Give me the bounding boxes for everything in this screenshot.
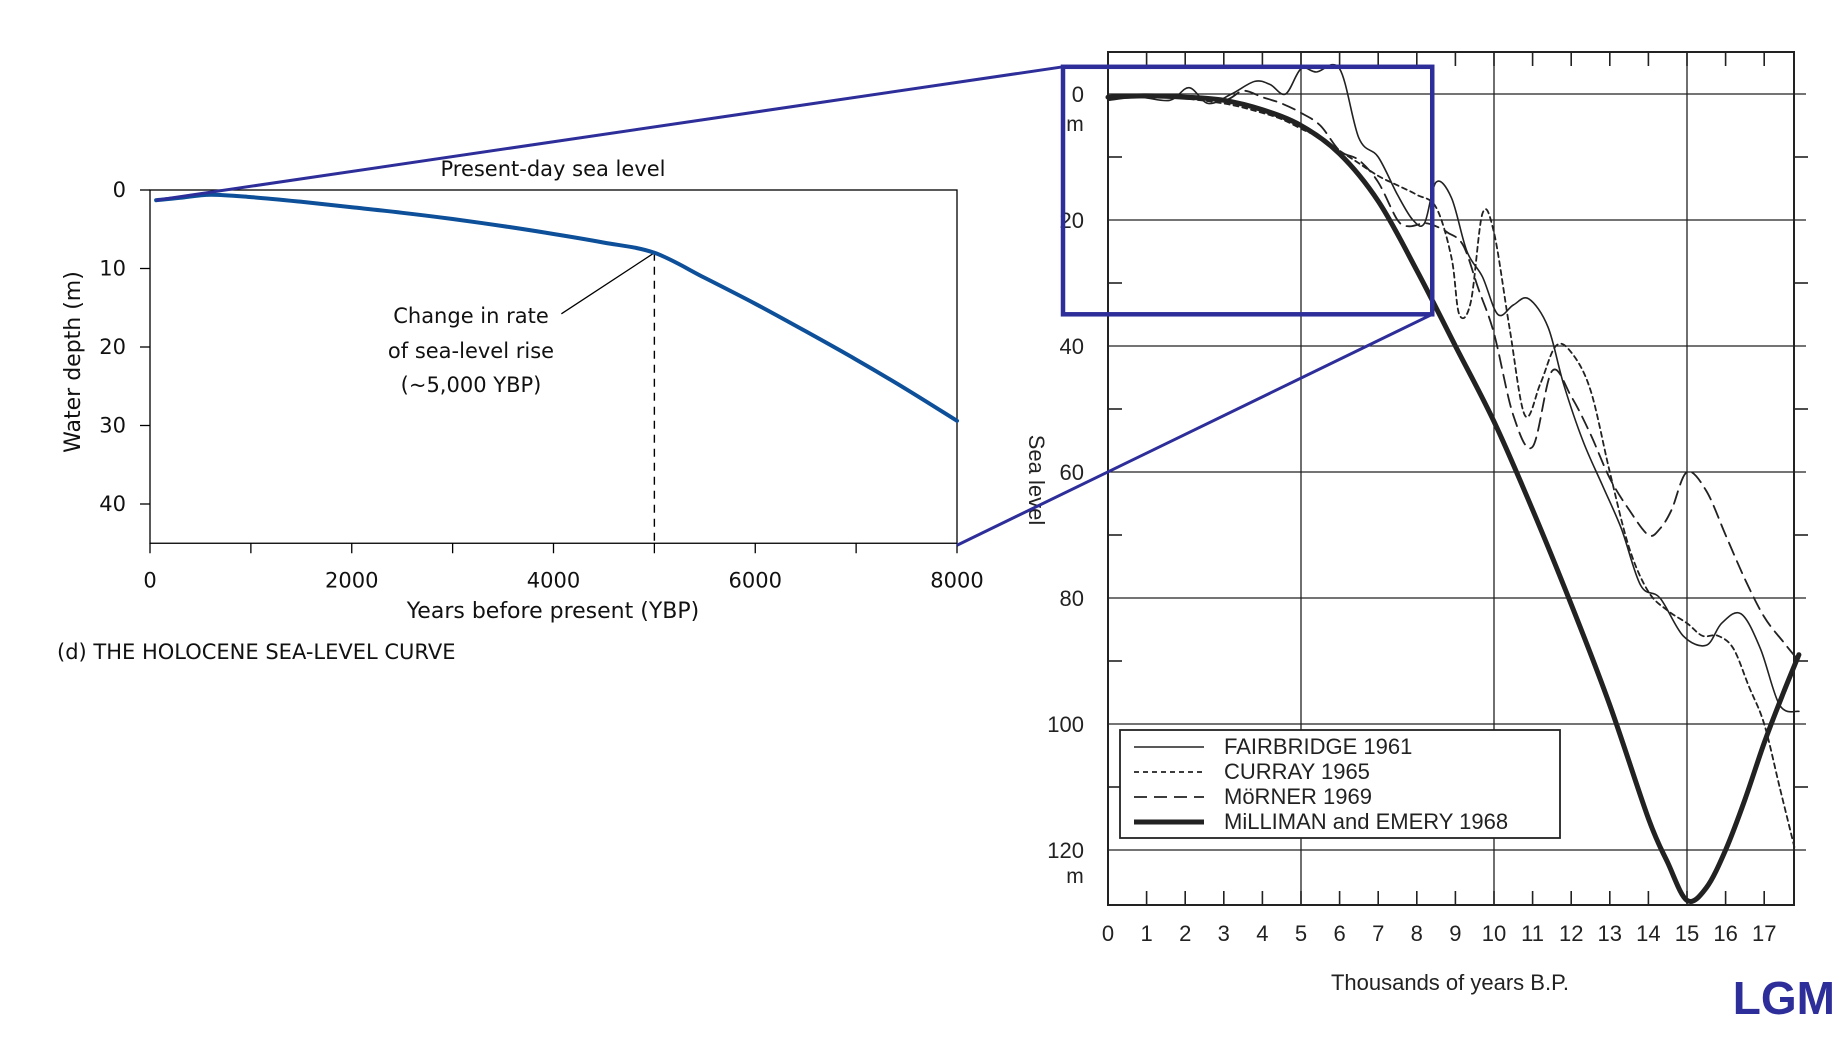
zoom-connector-top	[155, 65, 1064, 202]
rate-change-label-line-3: (~5,000 YBP)	[401, 373, 542, 397]
right-x-tick-label: 3	[1218, 921, 1230, 946]
right-x-tick-label: 4	[1256, 921, 1268, 946]
left-x-tick-label: 6000	[729, 568, 782, 592]
legend-label: FAIRBRIDGE 1961	[1224, 734, 1412, 759]
right-series-line-0	[1107, 63, 1800, 713]
right-x-tick-label: 16	[1713, 921, 1737, 946]
right-plot-frame	[1107, 51, 1795, 906]
legend-label: MöRNER 1969	[1224, 784, 1372, 809]
left-x-axis-label: Years before present (YBP)	[406, 599, 699, 624]
rate-change-label-line-2: of sea-level rise	[388, 339, 554, 363]
left-y-tick-label: 30	[99, 414, 126, 438]
lgm-label: LGM	[1733, 972, 1835, 1024]
right-x-tick-label: 5	[1295, 921, 1307, 946]
right-y-tick-label: 100	[1047, 712, 1084, 737]
right-x-tick-label: 11	[1521, 921, 1544, 946]
right-x-tick-label: 12	[1559, 921, 1583, 946]
right-y-tick-label: 120	[1047, 838, 1084, 863]
right-x-tick-label: 7	[1372, 921, 1384, 946]
right-x-tick-label: 17	[1752, 921, 1776, 946]
right-x-tick-label: 2	[1179, 921, 1191, 946]
right-x-tick-label: 14	[1636, 921, 1660, 946]
right-x-tick-label: 1	[1140, 921, 1152, 946]
right-y-tick-label: 60	[1060, 460, 1084, 485]
left-x-tick-label: 0	[143, 568, 156, 592]
left-y-axis-label: Water depth (m)	[61, 271, 86, 453]
right-series-line-3	[1105, 93, 1802, 904]
sea-level-reconstructions-chart: 0 1 2 3 4 5 6 7 8 9 10 11 12 13 14 15 16 1702040608010012…	[155, 51, 1835, 1024]
right-grid	[1108, 52, 1806, 905]
right-x-tick-label: 13	[1598, 921, 1622, 946]
right-y-tick-label: 80	[1060, 586, 1084, 611]
zoom-highlight-box	[1060, 64, 1435, 317]
right-y-tick-label: 40	[1060, 334, 1084, 359]
right-ticks: 0 1 2 3 4 5 6 7 8 9 10 11 12 13 14 15 16 1702040608010012…	[1047, 52, 1808, 946]
left-y-tick-label: 10	[99, 257, 126, 281]
left-x-ticks: 0 2000 4000 6000 8000	[143, 543, 984, 592]
left-y-ticks: 0 10 20 30 40	[99, 178, 150, 516]
right-x-tick-label: 10	[1482, 921, 1506, 946]
right-y-unit-top: m	[1066, 113, 1084, 136]
holocene-curve-line	[154, 192, 959, 423]
right-series-lines	[1105, 63, 1802, 904]
rate-change-label-line-1: Change in rate	[393, 304, 549, 328]
right-series-line-2	[1107, 89, 1800, 662]
right-x-tick-label: 8	[1411, 921, 1423, 946]
right-y-unit-bottom: m	[1066, 865, 1084, 888]
left-x-tick-label: 4000	[527, 568, 580, 592]
left-chart-caption: (d) THE HOLOCENE SEA-LEVEL CURVE	[57, 640, 456, 664]
right-x-tick-label: 15	[1675, 921, 1699, 946]
legend-label: CURRAY 1965	[1224, 759, 1370, 784]
left-y-tick-label: 20	[99, 335, 126, 359]
rate-change-leader-line	[561, 252, 655, 315]
left-y-tick-label: 40	[99, 492, 126, 516]
right-x-tick-label: 0	[1102, 921, 1114, 946]
left-y-tick-label: 0	[113, 178, 126, 202]
holocene-sea-level-chart: 0 2000 4000 6000 8000 0 10 20 30 40 Present-day …	[57, 157, 984, 664]
legend-label: MiLLIMAN and EMERY 1968	[1224, 809, 1508, 834]
right-x-tick-label: 6	[1333, 921, 1345, 946]
left-x-tick-label: 8000	[930, 568, 983, 592]
left-x-tick-label: 2000	[325, 568, 378, 592]
zoom-connector-bottom	[956, 312, 1433, 547]
right-x-tick-label: 9	[1449, 921, 1461, 946]
right-y-tick-label: 0	[1072, 82, 1084, 107]
present-day-label: Present-day sea level	[440, 157, 665, 181]
left-plot-frame	[149, 189, 958, 544]
right-x-axis-label: Thousands of years B.P.	[1331, 970, 1569, 995]
